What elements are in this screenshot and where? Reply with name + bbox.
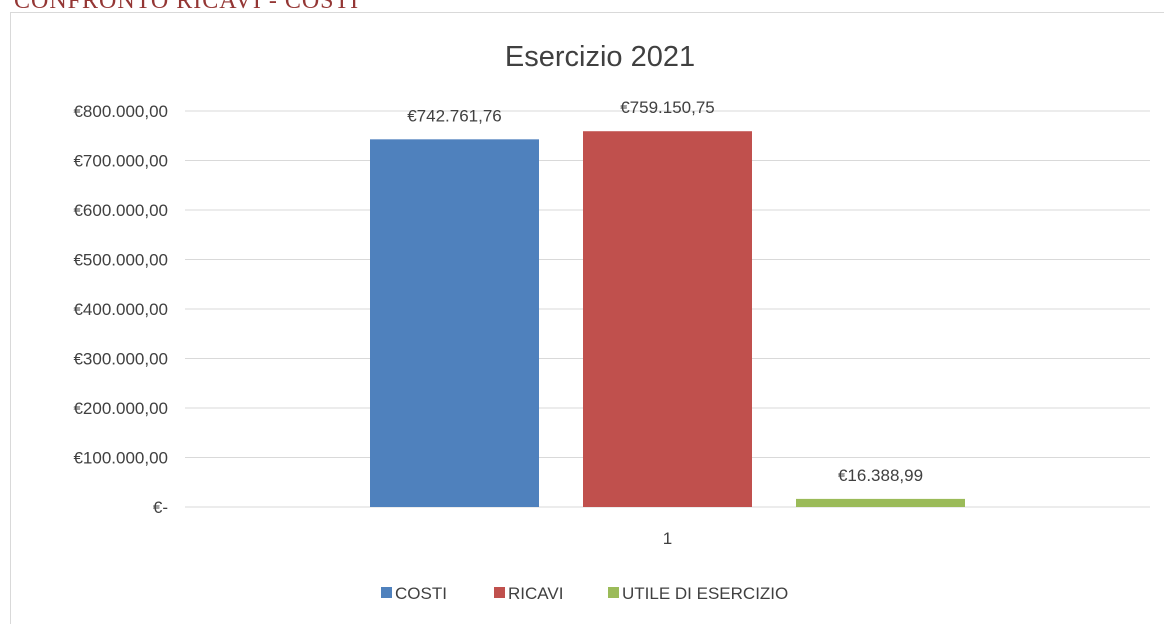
data-label: €742.761,76 — [407, 106, 502, 125]
y-tick-label: €700.000,00 — [73, 152, 168, 171]
legend-label: UTILE DI ESERCIZIO — [622, 584, 788, 603]
bar — [796, 498, 965, 507]
y-tick-label: €- — [153, 498, 168, 517]
bar — [370, 139, 539, 507]
y-tick-label: €300.000,00 — [73, 350, 168, 369]
legend-swatch — [608, 587, 619, 598]
data-label: €759.150,75 — [620, 98, 715, 117]
y-tick-label: €400.000,00 — [73, 300, 168, 319]
legend-label: COSTI — [395, 584, 447, 603]
page-header: CONFRONTO RICAVI - COSTI — [14, 0, 359, 14]
x-tick-label: 1 — [663, 529, 672, 548]
legend-swatch — [381, 587, 392, 598]
y-tick-label: €100.000,00 — [73, 449, 168, 468]
y-tick-label: €600.000,00 — [73, 201, 168, 220]
chart-border — [10, 12, 1164, 624]
legend-swatch — [494, 587, 505, 598]
chart-title: Esercizio 2021 — [505, 41, 695, 73]
data-label: €16.388,99 — [838, 466, 923, 485]
y-tick-label: €500.000,00 — [73, 251, 168, 270]
y-tick-label: €200.000,00 — [73, 399, 168, 418]
bar — [583, 131, 752, 507]
legend-label: RICAVI — [508, 584, 563, 603]
y-tick-label: €800.000,00 — [73, 102, 168, 121]
